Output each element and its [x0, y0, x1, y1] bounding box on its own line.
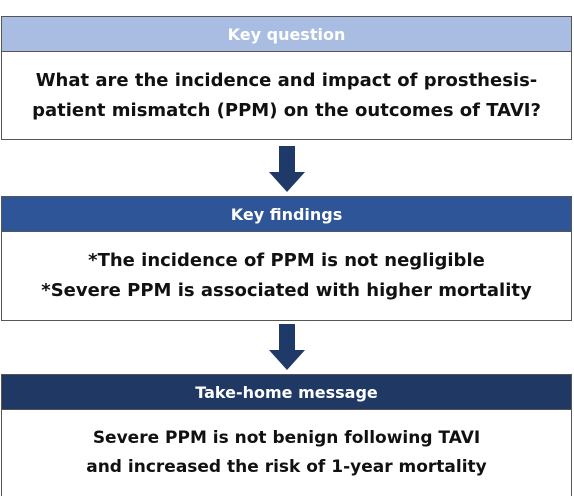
body-box: What are the incidence and impact of pro…	[1, 51, 572, 140]
body: Severe PPM is not benign following TAVI …	[2, 410, 571, 496]
arrow	[269, 324, 305, 370]
body: *The incidence of PPM is not negligible …	[2, 232, 571, 320]
header: Key findings	[230, 204, 343, 224]
header: Key question	[227, 24, 346, 44]
line: patient mismatch (PPM) on the outcomes o…	[32, 99, 541, 121]
body-box: *The incidence of PPM is not negligible …	[1, 231, 572, 321]
body: What are the incidence and impact of pro…	[2, 52, 571, 139]
arrow	[269, 146, 305, 192]
header-box: Key findings	[1, 196, 572, 232]
line: Severe PPM is not benign following TAVI	[92, 428, 481, 448]
header: Take-home message	[195, 382, 378, 402]
line: *Severe PPM is associated with higher mo…	[41, 280, 532, 301]
line: What are the incidence and impact of pro…	[35, 69, 538, 91]
body-box: Severe PPM is not benign following TAVI …	[1, 409, 572, 496]
header-box: Take-home message	[1, 374, 572, 410]
header-box: Key question	[1, 16, 572, 52]
line: and increased the risk of 1-year mortali…	[86, 457, 487, 477]
line: *The incidence of PPM is not negligible	[88, 250, 485, 271]
